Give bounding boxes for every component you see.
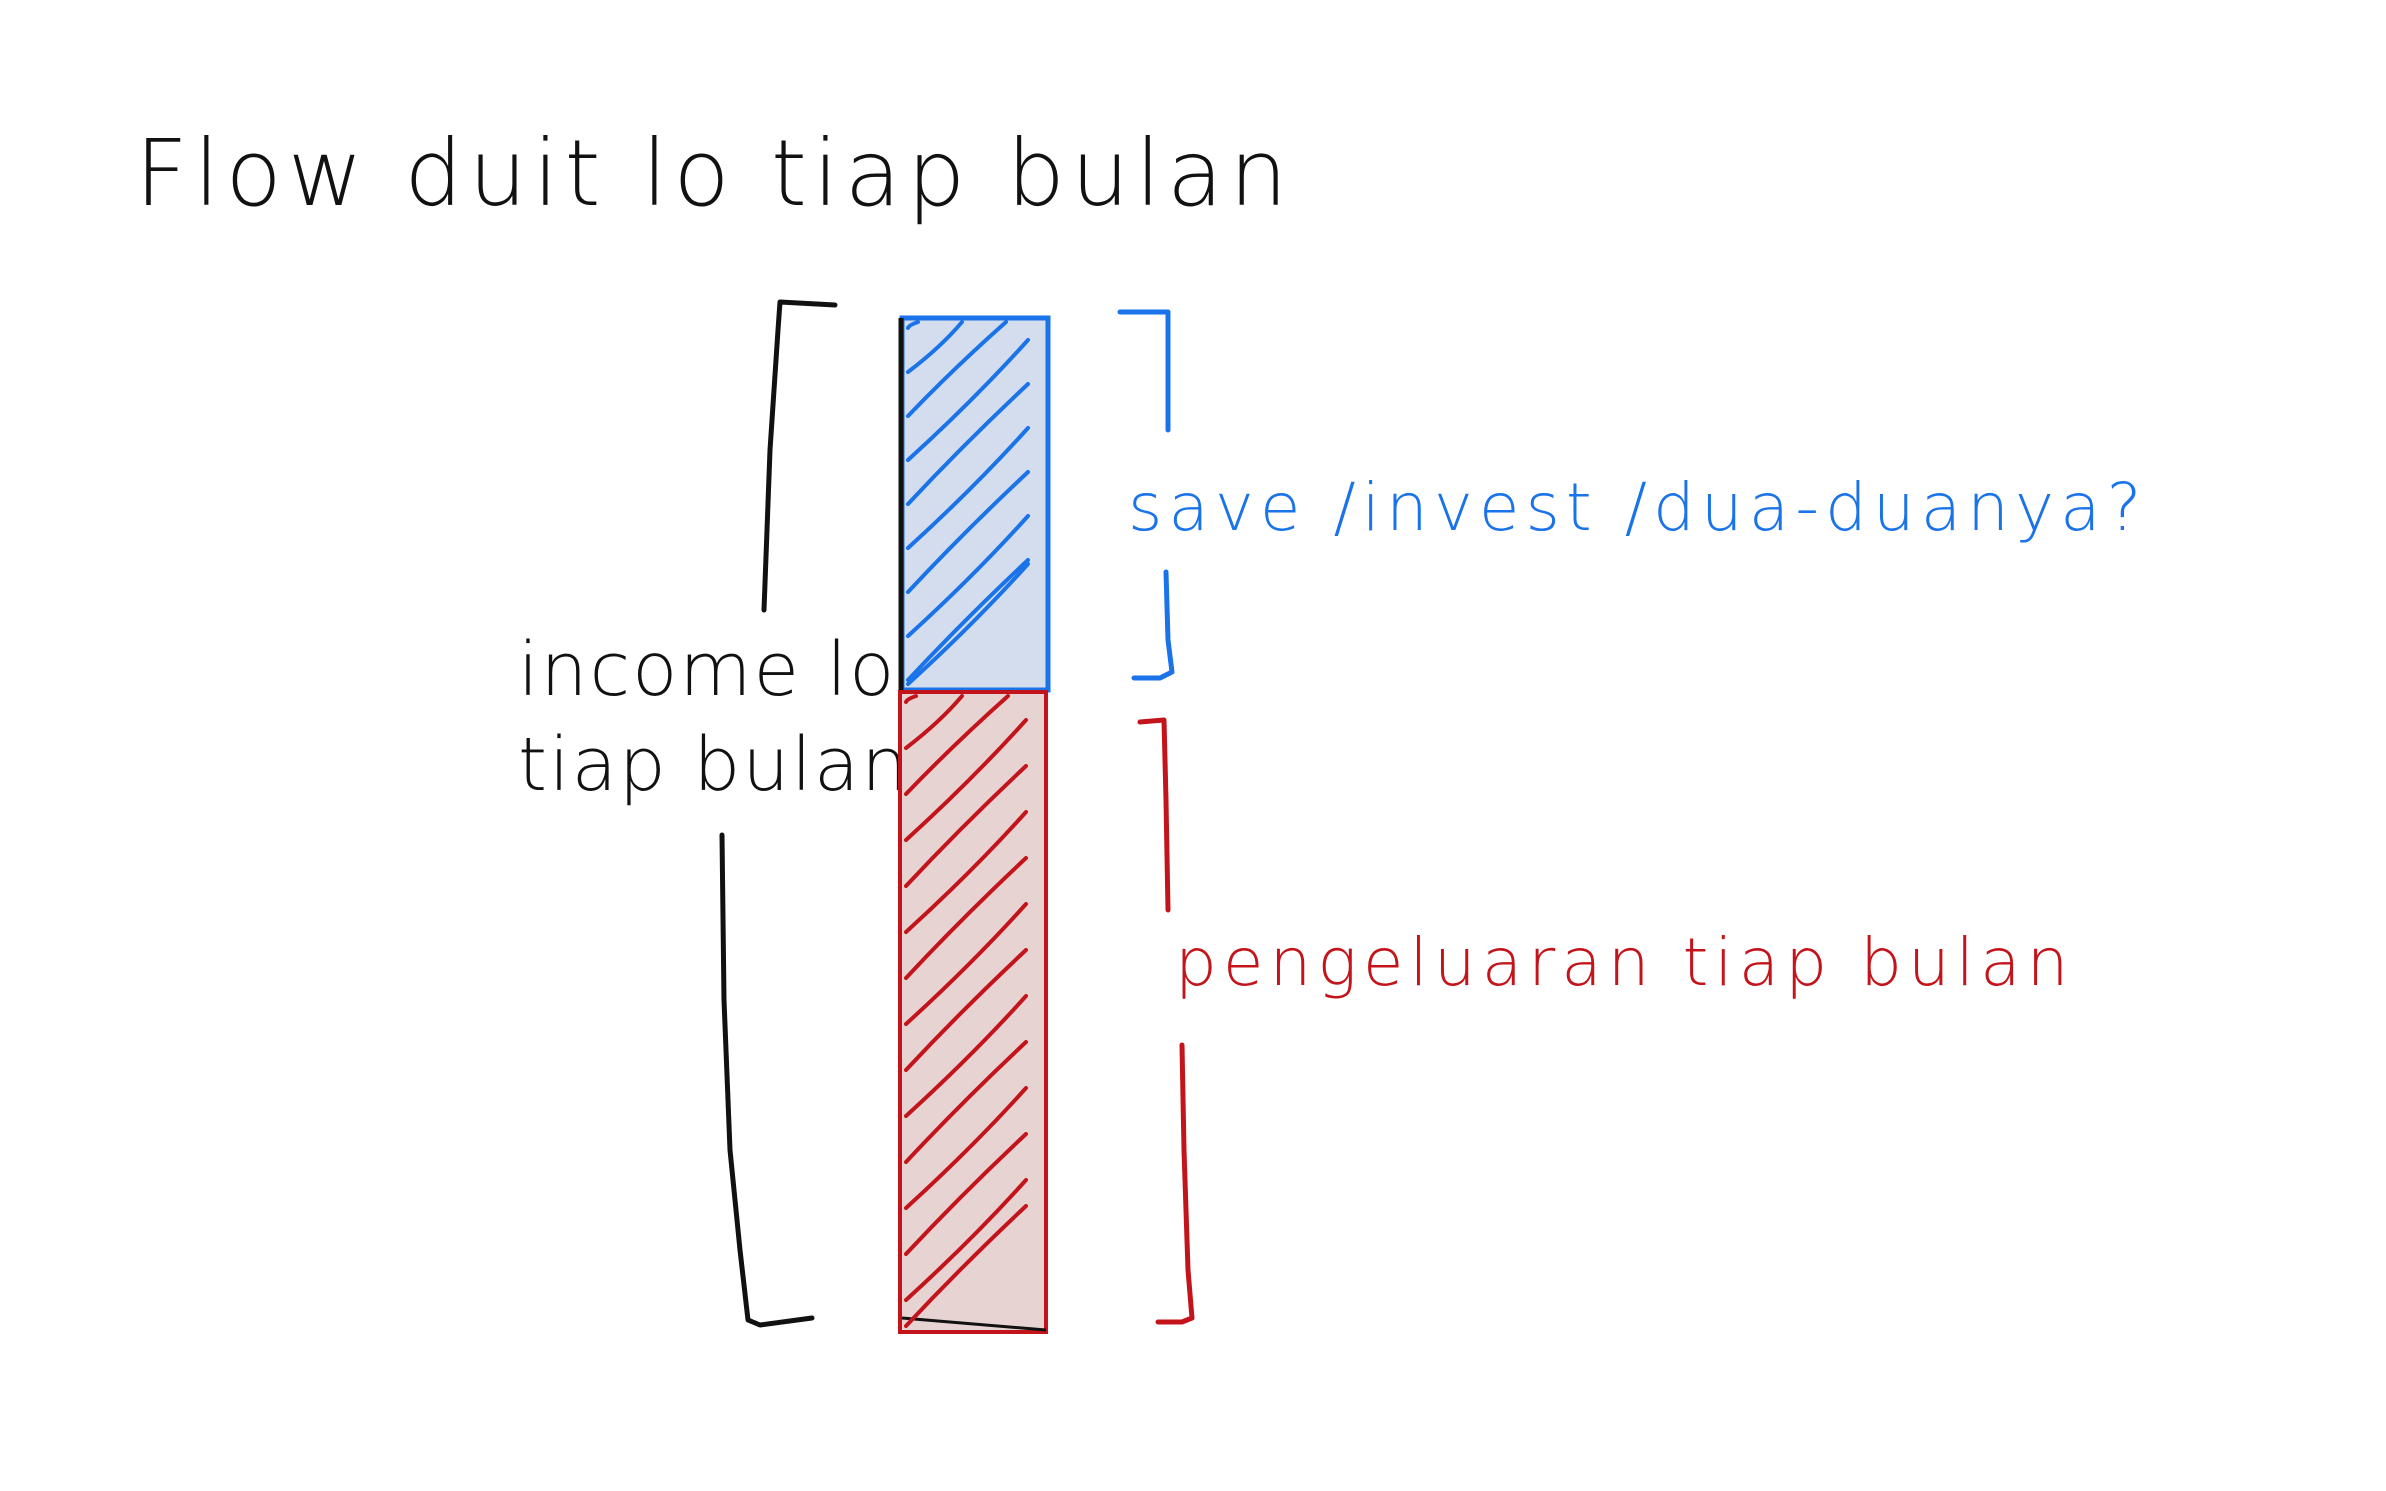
hatch-stroke	[904, 764, 1028, 888]
hatch-stroke	[906, 426, 1030, 550]
expense-bracket	[1137, 717, 1195, 1325]
hatch-stroke	[904, 694, 918, 704]
hatch-stroke	[904, 994, 1028, 1118]
hatch-stroke	[904, 1132, 1028, 1256]
hatch-stroke	[904, 694, 1010, 796]
hatch-stroke	[904, 902, 1028, 1026]
hatch-stroke	[906, 562, 1030, 686]
hatch-stroke	[906, 338, 1030, 462]
hatch-stroke	[904, 810, 1028, 934]
expense-segment	[898, 690, 1048, 1334]
savings-label: save /invest /dua-duanya?	[1128, 469, 2148, 546]
hatch-stroke	[904, 1040, 1028, 1164]
income-label-line2: tiap bulan	[518, 722, 910, 808]
hatch-stroke	[904, 1204, 1028, 1328]
hatch-stroke	[904, 948, 1028, 1072]
expense-label: pengeluaran tiap bulan	[1175, 924, 2074, 1001]
hatch-stroke	[906, 470, 1030, 594]
savings-bracket	[1117, 309, 1175, 681]
diagram-title: Flow duit lo tiap bulan	[135, 120, 1294, 227]
hatch-stroke	[904, 1086, 1028, 1210]
hatch-stroke	[904, 694, 964, 750]
hatch-stroke	[906, 558, 1030, 682]
hatch-stroke	[906, 320, 920, 330]
hatch-stroke	[904, 1178, 1028, 1302]
savings-segment	[898, 315, 1051, 693]
hatch-stroke	[904, 718, 1028, 842]
hatch-stroke	[906, 320, 1008, 418]
hatch-stroke	[906, 514, 1030, 638]
hatch-stroke	[906, 382, 1030, 506]
hatch-stroke	[904, 856, 1028, 980]
hatch-stroke	[906, 320, 964, 374]
income-bracket	[719, 299, 838, 1328]
income-label-line1: income lo	[518, 627, 896, 713]
